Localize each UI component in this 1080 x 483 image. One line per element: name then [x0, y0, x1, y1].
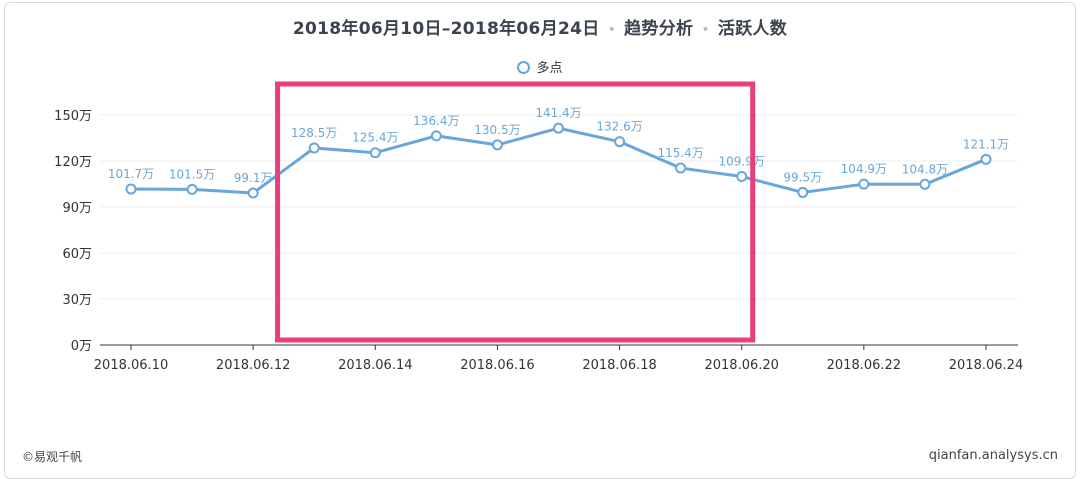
data-label: 128.5万	[291, 126, 337, 140]
x-tick-label: 2018.06.22	[827, 358, 901, 373]
legend[interactable]: 多点	[0, 57, 1080, 76]
y-tick-label: 30万	[62, 293, 92, 308]
data-label: 99.1万	[234, 171, 273, 185]
y-tick-label: 60万	[62, 247, 92, 262]
data-label: 101.5万	[169, 167, 215, 181]
data-point	[125, 183, 137, 195]
data-point	[369, 147, 381, 159]
data-point	[980, 153, 992, 165]
data-point	[430, 130, 442, 142]
data-point	[797, 186, 809, 198]
data-point	[247, 187, 259, 199]
data-label: 136.4万	[413, 114, 459, 128]
x-tick-label: 2018.06.12	[216, 358, 290, 373]
chart-title: 2018年06月10日–2018年06月24日 • 趋势分析 • 活跃人数	[0, 14, 1080, 39]
y-tick-label: 120万	[54, 155, 92, 170]
data-label: 101.7万	[108, 167, 154, 181]
data-point	[614, 136, 626, 148]
title-metric: 活跃人数	[717, 19, 788, 39]
x-tick-label: 2018.06.10	[94, 358, 168, 373]
y-axis: 0万 30万 60万 90万 120万 150万	[54, 109, 92, 354]
grid	[100, 114, 1018, 300]
data-label: 109.9万	[719, 154, 765, 168]
data-point	[858, 178, 870, 190]
y-tick-label: 90万	[62, 201, 92, 216]
data-label: 125.4万	[352, 131, 398, 145]
data-point	[675, 162, 687, 174]
x-tick-label: 2018.06.14	[338, 358, 412, 373]
x-tick-label: 2018.06.16	[460, 358, 534, 373]
title-date-range: 2018年06月10日–2018年06月24日	[292, 19, 600, 39]
x-tick-label: 2018.06.24	[949, 358, 1023, 373]
highlight-box	[275, 81, 756, 343]
data-label: 99.5万	[783, 170, 822, 184]
title-separator-2: •	[701, 22, 710, 38]
data-label: 104.9万	[841, 162, 887, 176]
footer-copyright: ©易观千帆	[22, 450, 83, 464]
highlight-rect	[275, 81, 756, 343]
y-tick-label: 150万	[54, 109, 92, 124]
title-separator-1: •	[607, 22, 617, 38]
y-tick-label: 0万	[71, 339, 92, 354]
x-tick-label: 2018.06.18	[582, 358, 656, 373]
data-point	[736, 170, 748, 182]
data-label: 130.5万	[474, 123, 520, 137]
x-tick-label: 2018.06.20	[704, 358, 778, 373]
data-point	[308, 142, 320, 154]
data-labels: 101.7万 101.5万 99.1万 128.5万 125.4万 136.4万 130.5…	[108, 106, 1009, 185]
title-section: 趋势分析	[624, 19, 694, 39]
data-label: 115.4万	[657, 146, 703, 160]
series-points	[125, 122, 992, 199]
data-label: 121.1万	[963, 137, 1009, 151]
data-point	[491, 139, 503, 151]
legend-marker-icon	[517, 61, 531, 74]
data-label: 104.8万	[902, 162, 948, 176]
footer-url[interactable]: qianfan.analysys.cn	[928, 448, 1058, 463]
x-axis: 2018.06.10 2018.06.12 2018.06.14 2018.06.16…	[94, 344, 1023, 373]
data-point	[186, 183, 198, 195]
data-point	[553, 122, 564, 134]
data-label: 132.6万	[596, 120, 642, 134]
data-label: 141.4万	[535, 106, 581, 120]
legend-label: 多点	[536, 61, 563, 76]
data-point	[919, 178, 931, 190]
